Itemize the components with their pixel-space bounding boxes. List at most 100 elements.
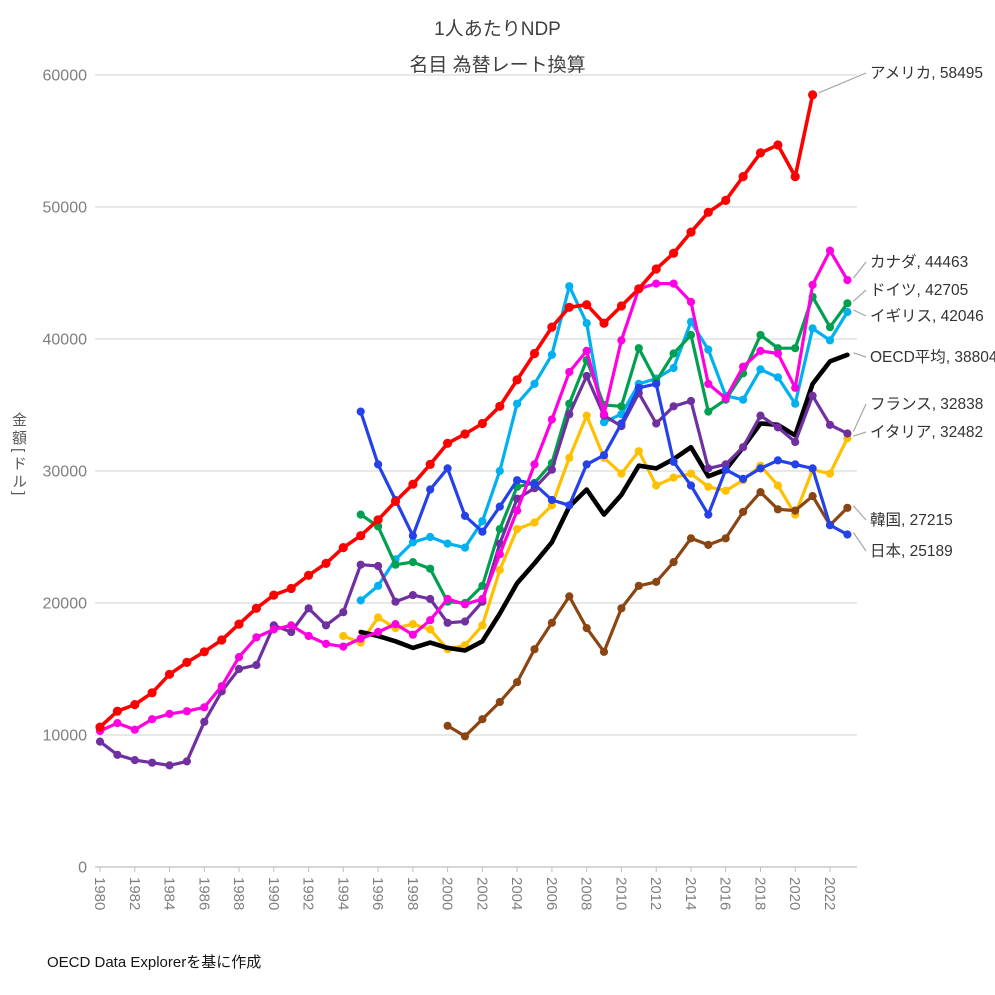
- series-marker: [617, 604, 626, 613]
- x-tick-label: 2016: [717, 877, 734, 910]
- series-marker: [95, 722, 105, 732]
- series-marker: [217, 682, 226, 691]
- series-japan: [356, 379, 852, 540]
- x-tick-label: 2014: [682, 877, 699, 910]
- x-tick-label: 2008: [578, 877, 595, 910]
- series-line-italy: [341, 414, 850, 651]
- series-marker: [756, 464, 765, 473]
- series-marker: [460, 617, 470, 626]
- series-marker: [217, 635, 227, 645]
- series-marker: [599, 318, 609, 328]
- x-tick-label: 2012: [647, 877, 664, 910]
- x-tick-label: 1994: [334, 877, 351, 910]
- series-marker: [704, 379, 713, 388]
- y-axis-title: 金額[ドル]: [10, 412, 27, 499]
- series-marker: [686, 481, 696, 490]
- chart-title: 1人あたりNDP 名目 為替レート換算: [0, 12, 995, 84]
- chart-title-line2: 名目 為替レート換算: [409, 55, 586, 76]
- series-marker: [460, 732, 470, 741]
- series-italy: [339, 411, 852, 654]
- series-marker: [147, 688, 157, 698]
- series-marker: [703, 207, 713, 217]
- series-marker: [443, 594, 452, 604]
- series-canada: [95, 246, 852, 736]
- series-marker: [739, 395, 748, 404]
- series-marker: [599, 647, 609, 656]
- series-marker: [617, 336, 626, 345]
- series-korea: [443, 488, 852, 741]
- series-marker: [704, 345, 713, 354]
- series-marker: [808, 464, 817, 473]
- series-marker: [669, 473, 678, 482]
- series-marker: [460, 600, 470, 609]
- series-marker: [808, 391, 817, 400]
- series-marker: [182, 657, 192, 668]
- series-marker: [374, 613, 383, 622]
- series-marker: [408, 538, 417, 547]
- x-tick-label: 1996: [369, 877, 386, 910]
- x-axis-labels: 1980 1982 1984 1986 1988 1990 1992 1994 1996 1998…: [91, 867, 838, 910]
- series-label-usa: アメリカ, 58495: [870, 65, 983, 82]
- series-marker: [287, 621, 296, 630]
- leader-korea: [852, 505, 867, 521]
- series-marker: [686, 396, 696, 406]
- x-tick-label: 1980: [91, 877, 108, 910]
- series-marker: [443, 618, 452, 627]
- series-marker: [756, 330, 765, 340]
- series-marker: [356, 510, 365, 519]
- series-marker: [530, 518, 539, 527]
- series-marker: [843, 530, 852, 539]
- series-france: [95, 371, 852, 770]
- series-label-italy: イタリア, 32482: [870, 423, 983, 441]
- series-marker: [478, 517, 487, 526]
- series-line-germany: [359, 295, 850, 605]
- series-marker: [164, 669, 175, 679]
- series-marker: [704, 464, 713, 473]
- series-marker: [669, 457, 678, 466]
- y-tick-label: 60000: [43, 68, 88, 85]
- x-tick-label: 2000: [439, 877, 456, 910]
- y-tick-label: 30000: [43, 464, 88, 481]
- series-marker: [199, 647, 209, 657]
- series-marker: [251, 603, 261, 613]
- series-marker: [791, 506, 800, 515]
- series-marker: [773, 423, 783, 432]
- series-marker: [582, 300, 592, 310]
- series-marker: [790, 172, 800, 182]
- series-marker: [165, 761, 174, 770]
- series-marker: [95, 737, 105, 746]
- series-marker: [773, 373, 783, 382]
- series-marker: [513, 678, 522, 687]
- series-label-oecd: OECD平均, 38804: [870, 348, 995, 366]
- x-tick-label: 2018: [752, 877, 769, 910]
- series-marker: [652, 279, 661, 288]
- series-marker: [426, 594, 435, 604]
- series-marker: [739, 507, 748, 516]
- series-marker: [756, 365, 765, 374]
- series-marker: [182, 757, 191, 766]
- series-marker: [339, 631, 348, 641]
- series-marker: [582, 346, 591, 355]
- series-marker: [565, 592, 574, 601]
- y-tick-label: 20000: [43, 596, 88, 613]
- series-marker: [582, 460, 591, 469]
- series-marker: [756, 346, 765, 355]
- series-marker: [686, 317, 696, 326]
- series-marker: [686, 534, 696, 543]
- series-marker: [408, 479, 418, 489]
- series-marker: [408, 620, 417, 629]
- series-marker: [304, 570, 314, 580]
- series-marker: [513, 525, 522, 534]
- series-marker: [721, 465, 730, 474]
- series-marker: [391, 620, 400, 629]
- series-marker: [669, 558, 678, 567]
- series-marker: [686, 297, 696, 307]
- series-marker: [478, 527, 487, 536]
- series-marker: [356, 596, 365, 605]
- series-marker: [634, 383, 643, 392]
- series-marker: [808, 90, 818, 100]
- series-marker: [599, 418, 609, 427]
- series-germany: [356, 292, 852, 608]
- series-marker: [148, 758, 157, 767]
